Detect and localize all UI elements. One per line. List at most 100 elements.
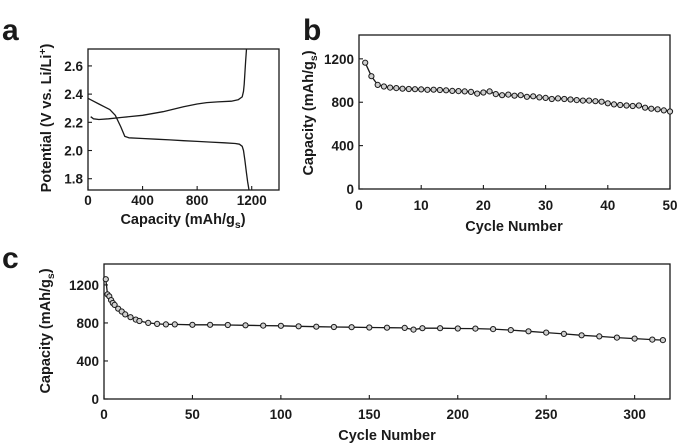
x-tick-label-b: 0 bbox=[355, 198, 363, 213]
x-axis-label-c: Cycle Number bbox=[338, 428, 436, 443]
x-tick-label-b: 30 bbox=[538, 198, 553, 213]
data-point-b bbox=[380, 83, 387, 90]
x-tick-label-c: 200 bbox=[446, 407, 469, 422]
x-tick-label-c: 50 bbox=[185, 407, 200, 422]
data-point-c bbox=[154, 320, 161, 327]
data-point-b bbox=[561, 95, 568, 103]
data-point-c bbox=[111, 301, 118, 308]
plot-frame-c bbox=[103, 263, 671, 400]
data-point-b bbox=[648, 105, 655, 112]
data-point-b bbox=[586, 97, 593, 104]
y-axis-label-c: Capacity (mAh/gs) bbox=[38, 268, 57, 393]
data-point-b bbox=[573, 97, 580, 104]
data-point-b bbox=[374, 81, 381, 89]
data-point-b bbox=[623, 102, 630, 109]
data-point-c bbox=[224, 321, 231, 329]
data-point-b bbox=[461, 88, 468, 95]
x-tick-label-c: 0 bbox=[100, 407, 108, 422]
y-tick-label-a: 2.0 bbox=[64, 144, 83, 159]
data-point-c bbox=[613, 334, 621, 341]
data-point-b bbox=[654, 106, 661, 113]
data-point-c bbox=[145, 319, 152, 326]
x-tick-label-a: 1200 bbox=[237, 193, 267, 208]
data-point-c bbox=[419, 325, 426, 332]
data-point-b bbox=[443, 87, 450, 94]
x-axis-label-b: Cycle Number bbox=[465, 219, 563, 235]
data-point-b bbox=[455, 88, 462, 95]
data-point-c bbox=[260, 322, 267, 329]
data-point-b bbox=[405, 85, 412, 93]
data-point-b bbox=[449, 87, 456, 95]
x-tick-label-b: 50 bbox=[662, 198, 677, 213]
panel-a: a 0 400 800 1200 1.8 2.0 2.2 2.4 2.6 Capacity (m… bbox=[2, 14, 280, 231]
data-point-b bbox=[517, 92, 524, 99]
data-point-b bbox=[536, 94, 543, 101]
data-point-c bbox=[490, 326, 497, 333]
data-point-c bbox=[207, 321, 214, 328]
x-tick-label-b: 10 bbox=[414, 198, 429, 213]
data-point-b bbox=[486, 88, 493, 95]
data-point-c bbox=[578, 332, 585, 339]
data-point-b bbox=[542, 94, 549, 102]
data-point-b bbox=[387, 84, 394, 91]
data-point-b bbox=[499, 92, 506, 99]
data-point-b bbox=[511, 92, 518, 99]
data-point-c bbox=[410, 326, 417, 333]
data-point-b bbox=[411, 86, 419, 93]
data-point-c bbox=[162, 321, 169, 328]
y-axis-label-a: Potential (V vs. Li/Li+) bbox=[37, 43, 55, 192]
y-tick-label-b: 400 bbox=[331, 139, 354, 154]
data-point-b bbox=[492, 91, 499, 98]
y-tick-label-c: 1200 bbox=[69, 278, 99, 293]
x-tick-label-a: 400 bbox=[131, 193, 154, 208]
data-point-b bbox=[642, 104, 649, 111]
y-tick-label-a: 2.2 bbox=[64, 115, 83, 130]
plot-frame-b bbox=[358, 34, 671, 190]
y-tick-label-c: 800 bbox=[76, 316, 99, 331]
data-point-b bbox=[592, 98, 599, 105]
data-point-b bbox=[474, 90, 481, 97]
x-tick-label-c: 300 bbox=[623, 407, 646, 422]
data-point-c bbox=[242, 322, 249, 329]
panel-c: c 0 50 100 150 200 250 300 0 400 800 1200 Cycle Nu… bbox=[2, 242, 671, 443]
data-point-b bbox=[418, 86, 425, 93]
data-point-b bbox=[368, 73, 375, 80]
data-point-b bbox=[362, 59, 369, 66]
data-point-c bbox=[122, 311, 129, 318]
data-point-c bbox=[277, 322, 284, 329]
x-axis-label-a: Capacity (mAh/gs) bbox=[120, 212, 245, 231]
x-tick-label-c: 150 bbox=[358, 407, 381, 422]
y-tick-label-a: 1.8 bbox=[64, 172, 83, 187]
data-point-b bbox=[467, 88, 475, 96]
data-point-b bbox=[399, 85, 406, 92]
x-tick-label-a: 800 bbox=[186, 193, 209, 208]
data-point-c bbox=[348, 324, 355, 331]
series-line-a-charge bbox=[90, 48, 248, 121]
data-point-c bbox=[507, 327, 514, 334]
data-point-b bbox=[424, 86, 431, 93]
data-point-c bbox=[659, 337, 667, 344]
x-tick-label-a: 0 bbox=[84, 193, 92, 208]
data-point-b bbox=[480, 89, 487, 96]
data-point-c bbox=[330, 323, 337, 331]
y-axis-label-b: Capacity (mAh/gs) bbox=[301, 50, 320, 175]
plot-frame-a bbox=[87, 48, 280, 191]
x-tick-label-b: 20 bbox=[476, 198, 491, 213]
data-point-c bbox=[525, 328, 532, 335]
y-tick-label-b: 800 bbox=[331, 95, 354, 110]
data-point-c bbox=[631, 335, 638, 342]
y-tick-label-a: 2.6 bbox=[64, 59, 83, 74]
data-point-c bbox=[295, 323, 302, 330]
data-point-c bbox=[136, 317, 143, 325]
data-point-b bbox=[530, 93, 537, 100]
data-point-b bbox=[610, 101, 618, 108]
x-tick-label-c: 100 bbox=[270, 407, 293, 422]
data-point-c bbox=[366, 324, 373, 331]
panel-label-b: b bbox=[303, 14, 321, 47]
data-point-b bbox=[635, 102, 643, 109]
data-point-c bbox=[596, 333, 603, 340]
data-point-c bbox=[401, 324, 408, 331]
series-line-c bbox=[105, 279, 663, 341]
x-tick-label-c: 250 bbox=[535, 407, 558, 422]
